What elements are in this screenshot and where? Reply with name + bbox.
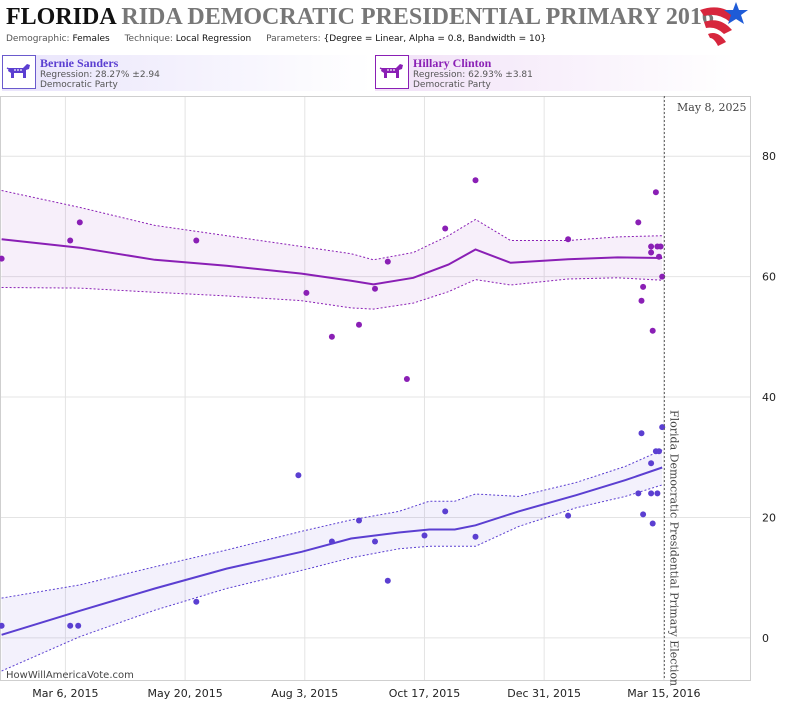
- demographic-label: Demographic:: [6, 34, 70, 44]
- x-tick-label: May 20, 2015: [147, 687, 222, 700]
- data-point-sanders: [421, 532, 428, 539]
- demographic-value: Females: [72, 34, 110, 44]
- data-point-clinton: [384, 258, 391, 265]
- lower-bound-sanders: [1, 484, 663, 672]
- parameters-value: {Degree = Linear, Alpha = 0.8, Bandwidth…: [323, 34, 547, 44]
- data-point-clinton: [648, 243, 655, 250]
- x-tick-label: Aug 3, 2015: [271, 687, 338, 700]
- event-marker: Florida Democratic Presidential Primary …: [663, 96, 680, 686]
- data-point-sanders: [649, 520, 656, 527]
- data-point-clinton: [649, 327, 656, 334]
- data-point-sanders: [0, 622, 5, 629]
- y-tick-label: 20: [762, 511, 776, 524]
- data-point-clinton: [652, 189, 659, 196]
- data-point-clinton: [442, 225, 449, 232]
- data-point-sanders: [442, 508, 449, 515]
- data-point-sanders: [295, 472, 302, 479]
- page-title: FLORIDA RIDA DEMOCRATIC PRESIDENTIAL PRI…: [6, 4, 714, 31]
- data-point-clinton: [403, 376, 410, 382]
- data-point-sanders: [656, 448, 662, 455]
- x-tick-label: Dec 31, 2015: [507, 687, 581, 700]
- confidence-band-sanders: [1, 450, 663, 671]
- parameters-line: Demographic: Females Technique: Local Re…: [6, 34, 546, 44]
- data-point-clinton: [76, 219, 83, 226]
- x-tick-label: Mar 15, 2016: [627, 687, 700, 700]
- data-point-sanders: [472, 533, 479, 540]
- title-contest: RIDA DEMOCRATIC PRESIDENTIAL PRIMARY 201…: [121, 4, 714, 30]
- data-point-sanders: [75, 622, 82, 629]
- candidate-regression: Regression: 62.93% ±3.81: [413, 70, 533, 80]
- upper-bound-clinton: [1, 190, 663, 261]
- data-point-sanders: [328, 538, 335, 545]
- data-point-sanders: [372, 538, 378, 545]
- header: FLORIDA RIDA DEMOCRATIC PRESIDENTIAL PRI…: [0, 0, 789, 52]
- candidate-name: Hillary Clinton: [413, 56, 492, 70]
- data-point-clinton: [638, 297, 645, 304]
- grid: [0, 96, 750, 680]
- confidence-band-clinton: [1, 190, 663, 310]
- y-tick-label: 60: [762, 271, 776, 284]
- data-point-clinton: [656, 253, 662, 260]
- y-tick-label: 40: [762, 391, 776, 404]
- donkey-icon: [375, 55, 409, 89]
- data-point-clinton: [328, 333, 335, 340]
- event-label: Florida Democratic Presidential Primary …: [667, 410, 680, 686]
- title-state: FLORIDA: [6, 4, 116, 30]
- data-point-clinton: [648, 249, 655, 256]
- data-point-sanders: [648, 460, 655, 467]
- data-point-sanders: [356, 517, 362, 524]
- technique-label: Technique:: [124, 34, 173, 44]
- technique-value: Local Regression: [175, 34, 252, 44]
- axis-ticks: 0 20 40 60 80 Mar 6, 2015 May 20, 2015 Aug 3, 2…: [32, 150, 776, 700]
- data-point-clinton: [472, 177, 479, 184]
- plot-frame: [0, 96, 751, 681]
- data-point-clinton: [659, 273, 666, 280]
- data-point-clinton: [657, 243, 664, 250]
- candidate-regression: Regression: 28.27% ±2.94: [40, 70, 160, 80]
- candidate-card-clinton: Hillary Clinton Regression: 62.93% ±3.81…: [375, 55, 735, 91]
- upper-bound-sanders: [1, 449, 663, 599]
- trend-line-sanders: [1, 466, 663, 636]
- candidate-name: Bernie Sanders: [40, 56, 119, 70]
- current-date-label: May 8, 2025: [677, 101, 747, 114]
- data-point-sanders: [67, 622, 74, 629]
- data-point-sanders: [638, 430, 645, 437]
- data-point-sanders: [648, 490, 655, 497]
- data-point-clinton: [640, 283, 647, 290]
- logo-icon: [700, 2, 748, 46]
- data-point-clinton: [303, 289, 310, 296]
- parameters-label: Parameters:: [266, 34, 321, 44]
- data-point-clinton: [67, 237, 74, 244]
- data-point-clinton: [635, 219, 642, 226]
- data-point-clinton: [565, 236, 572, 243]
- data-point-clinton: [356, 321, 362, 328]
- data-point-sanders: [384, 577, 391, 584]
- x-tick-label: Mar 6, 2015: [32, 687, 98, 700]
- donkey-icon: [2, 55, 36, 89]
- data-point-sanders: [193, 598, 200, 605]
- data-point-sanders: [654, 490, 661, 497]
- data-point-clinton: [372, 285, 378, 292]
- data-point-sanders: [659, 424, 666, 431]
- candidate-party: Democratic Party: [413, 80, 491, 90]
- y-tick-label: 80: [762, 150, 776, 163]
- data-point-clinton: [193, 237, 200, 244]
- y-tick-label: 0: [762, 632, 769, 645]
- x-tick-label: Oct 17, 2015: [389, 687, 461, 700]
- data-point-sanders: [565, 512, 572, 519]
- data-point-sanders: [640, 511, 647, 518]
- data-point-clinton: [0, 255, 5, 262]
- candidate-party: Democratic Party: [40, 80, 118, 90]
- data-points: [0, 177, 666, 629]
- site-credit: HowWillAmericaVote.com: [6, 670, 134, 681]
- confidence-bands: [1, 190, 663, 672]
- candidate-card-sanders: Bernie Sanders Regression: 28.27% ±2.94 …: [2, 55, 372, 91]
- lower-bound-clinton: [1, 277, 663, 310]
- trend-lines: [1, 238, 663, 636]
- data-point-sanders: [635, 490, 642, 497]
- trend-line-clinton: [1, 238, 663, 286]
